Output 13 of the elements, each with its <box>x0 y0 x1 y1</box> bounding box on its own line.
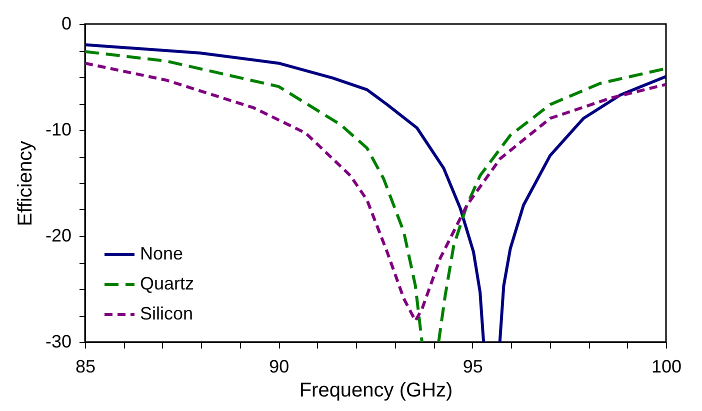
y-tick-label: -10 <box>45 120 72 140</box>
x-tick-label: 90 <box>269 356 290 376</box>
legend-label: Silicon <box>140 304 194 324</box>
x-tick-label: 95 <box>462 356 483 376</box>
y-tick-label: -30 <box>45 332 72 352</box>
y-axis-title: Efficiency <box>14 140 36 226</box>
x-tick-label: 100 <box>651 356 682 376</box>
legend-label: None <box>140 244 184 264</box>
y-tick-label: -20 <box>45 226 72 246</box>
x-axis-title: Frequency (GHz) <box>299 380 453 402</box>
legend-label: Quartz <box>140 274 194 294</box>
x-tick-label: 85 <box>75 356 96 376</box>
y-tick-label: 0 <box>61 14 72 34</box>
